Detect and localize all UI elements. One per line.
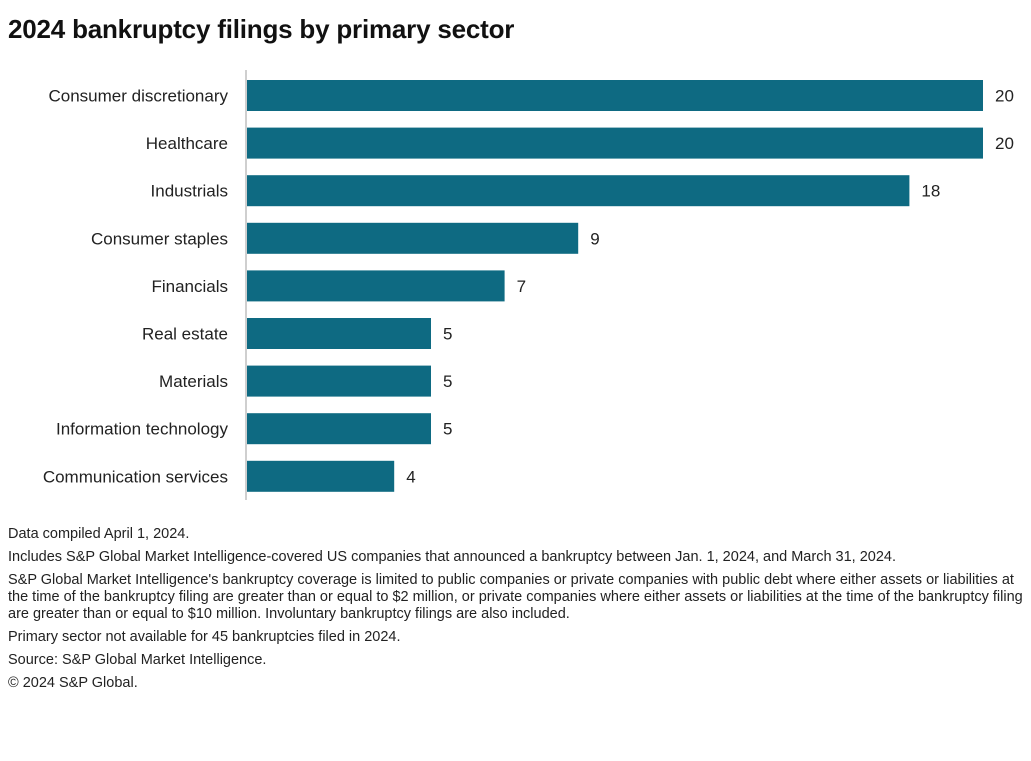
category-label: Consumer staples bbox=[91, 229, 228, 248]
data-label: 5 bbox=[443, 372, 452, 391]
bar bbox=[247, 318, 431, 349]
bar bbox=[247, 413, 431, 445]
note-date-compiled: Data compiled April 1, 2024. bbox=[8, 526, 190, 542]
bar bbox=[247, 365, 431, 397]
note-coverage-scope: Includes S&P Global Market Intelligence-… bbox=[8, 549, 897, 565]
category-label: Industrials bbox=[151, 182, 228, 201]
bar bbox=[247, 460, 395, 492]
bar bbox=[247, 222, 579, 254]
data-label: 4 bbox=[406, 467, 415, 486]
bar-chart: Consumer discretionary 20 Healthcare 20 Indu… bbox=[43, 70, 1014, 500]
bar bbox=[247, 80, 983, 111]
data-label: 9 bbox=[590, 229, 599, 248]
data-label: 7 bbox=[517, 277, 526, 296]
bar bbox=[247, 270, 505, 302]
data-label: 5 bbox=[443, 420, 452, 439]
category-label: Materials bbox=[159, 372, 228, 391]
bar bbox=[247, 127, 983, 159]
note-source: Source: S&P Global Market Intelligence. bbox=[8, 652, 267, 668]
data-label: 18 bbox=[921, 182, 940, 201]
chart-title: 2024 bankruptcy filings by primary secto… bbox=[8, 14, 515, 44]
data-label: 5 bbox=[443, 325, 452, 344]
category-label: Financials bbox=[151, 277, 228, 296]
note-sector-missing: Primary sector not available for 45 bank… bbox=[8, 629, 401, 645]
chart-notes: Data compiled April 1, 2024. Includes S&… bbox=[8, 526, 1023, 698]
data-label: 20 bbox=[995, 134, 1014, 153]
note-copyright: © 2024 S&P Global. bbox=[8, 675, 138, 691]
category-label: Consumer discretionary bbox=[48, 87, 228, 106]
category-label: Communication services bbox=[43, 467, 228, 486]
category-label: Healthcare bbox=[146, 134, 228, 153]
note-coverage-criteria: S&P Global Market Intelligence's bankrup… bbox=[8, 572, 1023, 622]
category-label: Information technology bbox=[56, 420, 228, 439]
bar bbox=[247, 175, 910, 207]
data-label: 20 bbox=[995, 87, 1014, 106]
category-label: Real estate bbox=[142, 325, 228, 344]
